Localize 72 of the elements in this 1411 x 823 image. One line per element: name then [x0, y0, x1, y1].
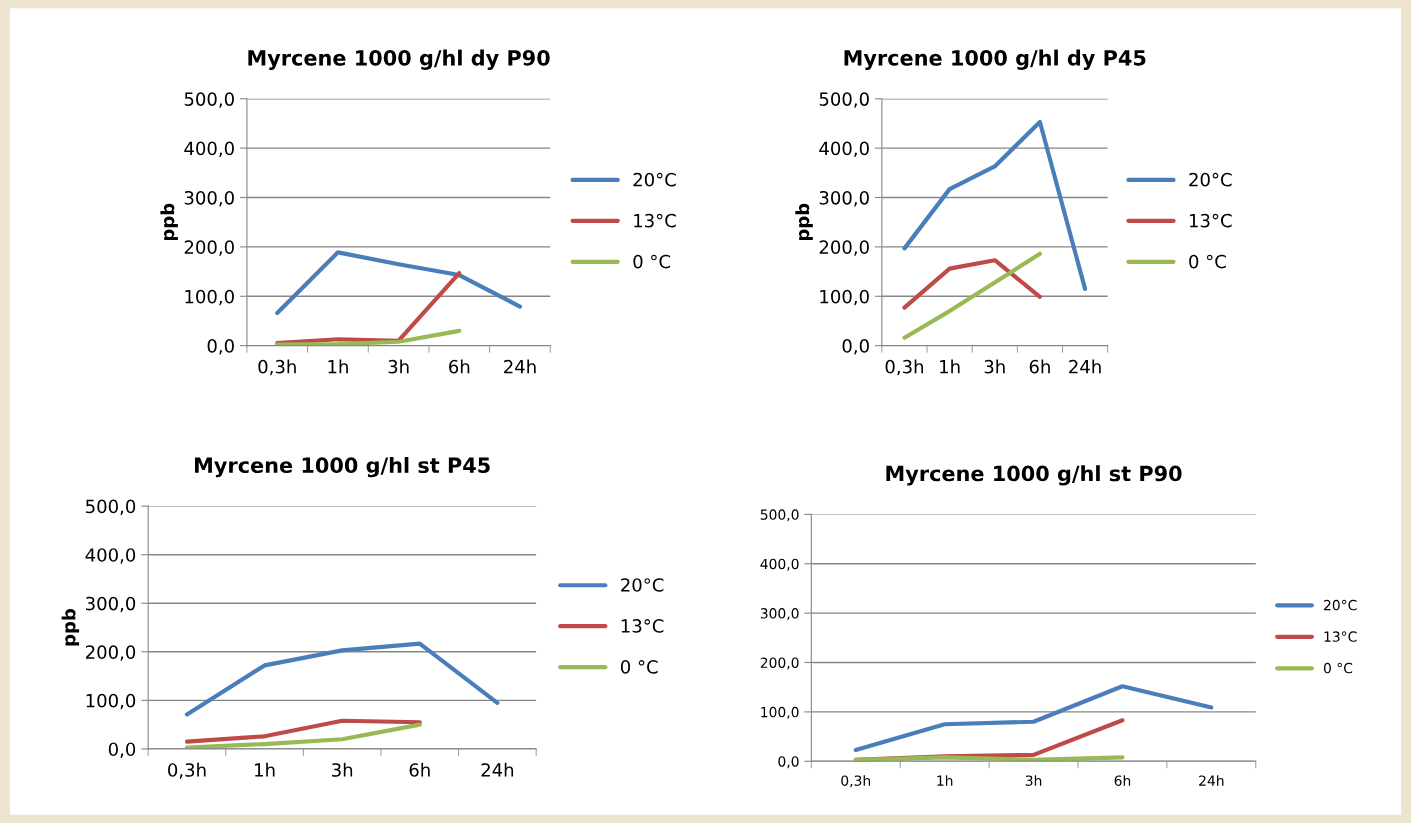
- x-tick-label: 1h: [937, 775, 953, 786]
- x-tick-label: 6h: [449, 359, 470, 374]
- y-tick-label: 100,0: [86, 693, 136, 710]
- x-tick-label: 1h: [255, 762, 275, 777]
- legend-label: 20°C: [1189, 172, 1232, 187]
- x-tick-label: 1h: [940, 359, 960, 374]
- line-series: [275, 328, 462, 346]
- x-tick-label: 0,3h: [841, 775, 871, 788]
- legend-label: 13°C: [1189, 213, 1232, 228]
- legend-label: 20°C: [621, 578, 664, 592]
- legend-label: 0 °C: [1323, 662, 1353, 674]
- y-tick-label: 300,0: [184, 190, 234, 207]
- legend-label: 20°C: [633, 172, 676, 187]
- y-axis-title: ppb: [795, 203, 813, 241]
- chart-title: Myrcene 1000 g/hl st P90: [886, 465, 1182, 486]
- y-tick-label: 0,0: [108, 742, 136, 758]
- legend-label: 20°C: [1324, 599, 1357, 611]
- line-series: [275, 250, 523, 316]
- x-tick-label: 0,3h: [168, 762, 206, 779]
- line-series: [902, 251, 1042, 340]
- legend-label: 0 °C: [620, 660, 658, 674]
- y-tick-label: 500,0: [184, 92, 234, 108]
- y-tick-label: 500,0: [819, 92, 869, 108]
- x-tick-label: 24h: [481, 762, 514, 777]
- y-tick-label: 400,0: [760, 558, 799, 571]
- y-tick-label: 500,0: [760, 509, 799, 522]
- y-tick-label: 200,0: [184, 240, 234, 256]
- line-series: [184, 641, 500, 717]
- legend-label: 13°C: [634, 213, 676, 228]
- y-tick-label: 200,0: [819, 240, 869, 256]
- x-tick-label: 24h: [1069, 359, 1101, 374]
- x-tick-label: 1h: [328, 359, 348, 374]
- x-tick-label: 3h: [984, 359, 1005, 374]
- x-tick-label: 24h: [504, 359, 536, 374]
- y-tick-label: 300,0: [819, 190, 869, 207]
- line-series: [184, 718, 422, 744]
- y-tick-label: 100,0: [185, 289, 234, 306]
- x-tick-label: 0,3h: [258, 359, 296, 376]
- x-tick-label: 6h: [409, 762, 430, 777]
- y-axis-title: ppb: [61, 608, 80, 646]
- y-tick-label: 0,0: [207, 339, 234, 355]
- legend-label: 13°C: [1324, 631, 1357, 642]
- x-tick-label: 6h: [1029, 359, 1050, 374]
- y-tick-label: 500,0: [86, 499, 136, 516]
- y-tick-label: 200,0: [85, 645, 136, 661]
- y-tick-label: 0,0: [778, 756, 799, 769]
- y-tick-label: 400,0: [819, 141, 869, 158]
- y-axis-title: ppb: [160, 203, 178, 241]
- x-tick-label: 3h: [1025, 775, 1042, 786]
- y-tick-label: 0,0: [842, 339, 869, 355]
- y-tick-label: 400,0: [85, 548, 136, 564]
- y-tick-label: 100,0: [820, 289, 869, 306]
- legend-label: 0 °C: [1189, 254, 1226, 269]
- line-series: [902, 258, 1042, 310]
- x-tick-label: 0,3h: [885, 359, 923, 376]
- line-series: [902, 119, 1088, 291]
- chart-title: Myrcene 1000 g/hl st P45: [195, 456, 490, 478]
- chart-title: Myrcene 1000 g/hl dy P45: [844, 49, 1146, 70]
- y-tick-label: 200,0: [760, 657, 799, 670]
- y-tick-label: 400,0: [184, 141, 234, 158]
- y-tick-label: 100,0: [761, 706, 799, 719]
- x-tick-label: 24h: [1199, 775, 1224, 786]
- y-tick-label: 300,0: [760, 608, 799, 621]
- x-tick-label: 3h: [332, 762, 353, 777]
- x-tick-label: 3h: [388, 359, 409, 374]
- chart-title: Myrcene 1000 g/hl dy P90: [248, 49, 550, 70]
- line-series: [853, 684, 1214, 753]
- legend-label: 0 °C: [633, 254, 671, 269]
- x-tick-label: 6h: [1114, 775, 1131, 786]
- y-tick-label: 300,0: [86, 596, 136, 613]
- legend-label: 13°C: [621, 619, 664, 633]
- line-series: [184, 722, 422, 749]
